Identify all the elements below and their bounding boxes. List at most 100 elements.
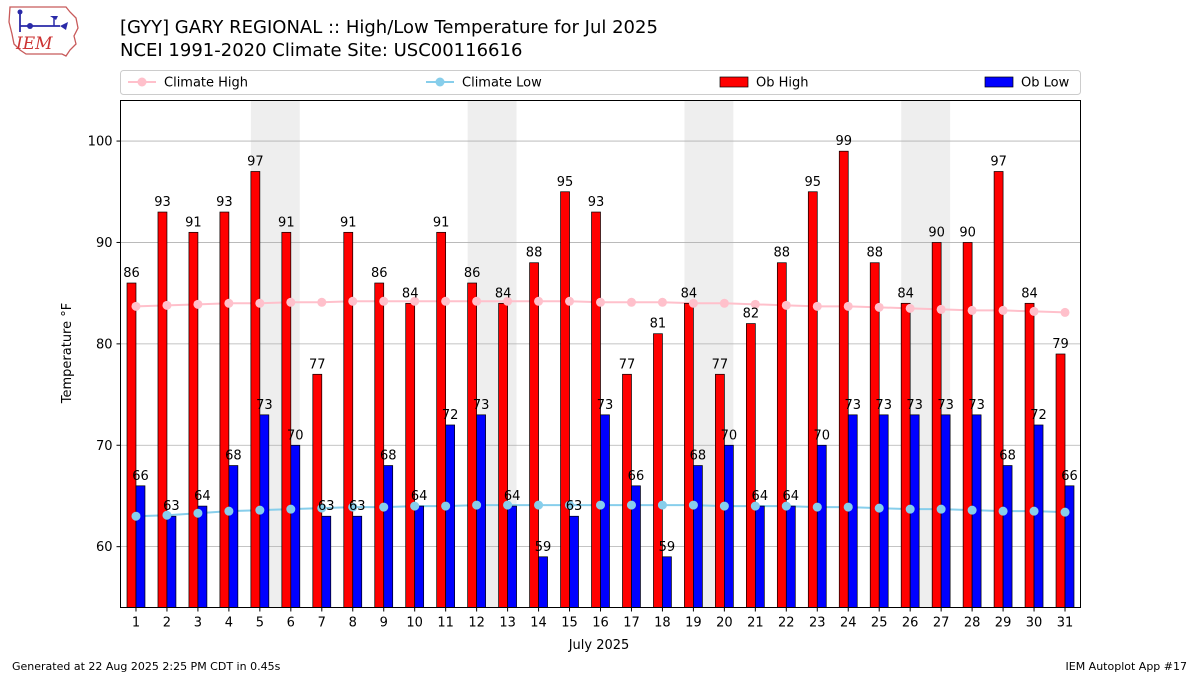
ob-low-label: 59 (659, 540, 676, 555)
iem-logo: IEM (8, 6, 79, 57)
ob-high-label: 90 (928, 225, 945, 240)
chart-title: [GYY] GARY REGIONAL :: High/Low Temperat… (120, 17, 658, 38)
ob-low-bar (569, 515, 579, 608)
climate-high-point (626, 297, 636, 307)
climate-high-point (503, 296, 513, 306)
ob-low-bar (1002, 465, 1013, 608)
ob-low-bar (166, 515, 177, 608)
ob-low-bar (1033, 424, 1044, 608)
x-tick-label: 1 (132, 616, 140, 631)
legend-climate-high-label: Climate High (164, 76, 248, 91)
ob-high-label: 81 (650, 317, 667, 332)
x-tick-label: 28 (964, 616, 981, 631)
legend-climate-low-marker (435, 77, 445, 87)
ob-low-label: 68 (999, 449, 1016, 464)
ob-high-bar (622, 373, 632, 608)
ob-high-bar (219, 211, 230, 608)
x-tick-label: 29 (995, 616, 1012, 631)
climate-points (131, 296, 1070, 521)
x-tick-label: 26 (902, 616, 919, 631)
ob-high-bar (157, 211, 168, 608)
ob-low-label: 73 (937, 398, 954, 413)
ob-high-bar (312, 373, 323, 608)
ob-low-label: 63 (163, 499, 180, 514)
ob-high-bar (684, 302, 694, 608)
ob-low-label: 73 (968, 398, 985, 413)
ob-low-bar (847, 414, 858, 608)
ob-low-bar (909, 414, 920, 608)
x-tick-label: 18 (654, 616, 671, 631)
ob-low-bar (662, 556, 672, 608)
ob-high-bar (869, 262, 880, 608)
y-ticks: 60 70 80 90 100 (88, 135, 121, 555)
ob-low-bar (1064, 485, 1075, 608)
ob-high-label: 84 (897, 286, 914, 301)
ob-low-bar (290, 444, 301, 608)
ob-high-label: 91 (433, 215, 450, 230)
ob-high-bar (838, 150, 849, 608)
x-tick-label: 17 (623, 616, 640, 631)
ob-low-bar (631, 485, 641, 608)
ob-low-bar (693, 465, 703, 608)
x-tick-label: 13 (499, 616, 516, 631)
ob-high-label: 93 (216, 195, 233, 210)
ob-low-bar (507, 505, 517, 608)
ob-low-bar (135, 485, 146, 608)
ob-low-label: 66 (132, 469, 149, 484)
ob-high-bar (746, 323, 756, 608)
ob-low-bar (414, 505, 425, 608)
weekend-band (901, 100, 951, 608)
climate-low-point (626, 500, 636, 510)
ob-low-label: 63 (318, 499, 335, 514)
climate-high-point (688, 298, 698, 308)
climate-high-point (317, 297, 327, 307)
legend-ob-high-swatch (719, 76, 749, 88)
ob-high-label: 77 (619, 357, 636, 372)
ob-high-bar (343, 231, 354, 608)
weather-station-icon (17, 9, 68, 32)
x-tick-label: 22 (778, 616, 795, 631)
ob-high-label: 82 (743, 307, 760, 322)
climate-high-point (193, 299, 203, 309)
ob-low-bar (321, 515, 332, 608)
ob-low-label: 68 (380, 449, 397, 464)
climate-low-point (1029, 506, 1039, 516)
ob-high-label: 86 (371, 266, 388, 281)
x-tick-label: 11 (437, 616, 454, 631)
x-tick-label: 5 (256, 616, 264, 631)
ob-high-label: 88 (774, 246, 791, 261)
ob-high-label: 88 (866, 246, 883, 261)
ob-high-label: 86 (464, 266, 481, 281)
ob-high-bar (498, 302, 508, 608)
ob-low-bar (228, 465, 239, 608)
climate-low-point (688, 500, 698, 510)
legend-frame (120, 70, 1081, 95)
ob-high-label: 90 (959, 225, 976, 240)
x-tick-label: 6 (287, 616, 295, 631)
climate-high-point (255, 298, 265, 308)
ob-high-bar (188, 231, 199, 608)
ob-low-bar (754, 505, 765, 608)
weekend-bands (250, 100, 951, 608)
climate-high-point (1029, 306, 1039, 316)
legend-climate-high-marker (137, 77, 147, 87)
climate-high-point (379, 296, 389, 306)
ob-high-bar (560, 191, 570, 608)
climate-high-point (1060, 307, 1070, 317)
ob-high-label: 84 (402, 286, 419, 301)
ob-low-bar (724, 444, 734, 608)
weekend-band (250, 100, 300, 608)
ob-high-label: 84 (681, 286, 698, 301)
climate-low-point (967, 505, 977, 515)
climate-low-point (441, 501, 451, 511)
legend-ob-high-label: Ob High (756, 76, 809, 91)
ob-high-bar (1024, 302, 1035, 608)
climate-high-point (719, 298, 729, 308)
y-tick-label: 70 (96, 439, 113, 454)
bars (126, 150, 1075, 608)
x-tick-label: 9 (380, 616, 388, 631)
ob-low-label: 68 (690, 449, 707, 464)
ob-low-bar (445, 424, 455, 608)
x-tick-label: 27 (933, 616, 950, 631)
climate-high-point (162, 300, 172, 310)
